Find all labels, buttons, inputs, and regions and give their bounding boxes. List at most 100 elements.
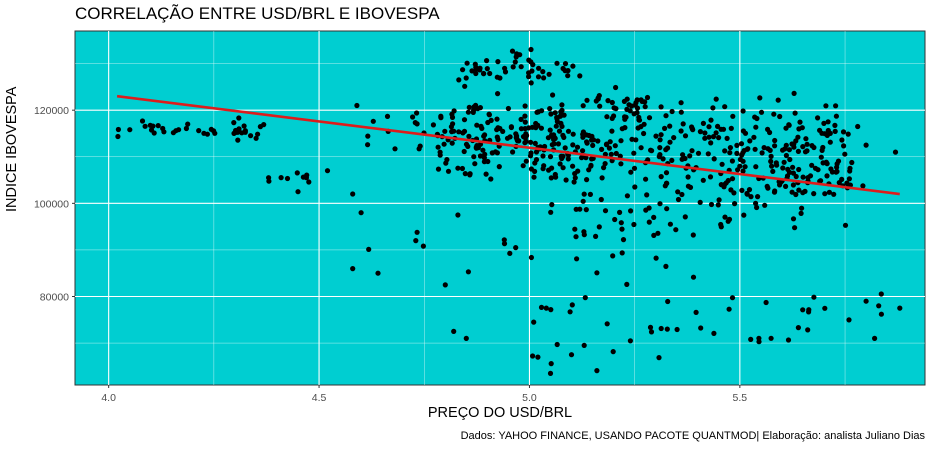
data-point [488,117,494,123]
data-point [438,113,444,119]
data-point [831,191,837,197]
data-point [546,71,552,77]
data-point [634,105,641,111]
data-point [410,114,416,120]
data-point [495,125,501,131]
data-point [528,59,534,65]
data-point [795,134,801,140]
data-point [787,156,793,163]
data-point [538,304,545,310]
data-point [581,232,587,238]
data-point [711,156,717,162]
data-point [765,146,771,152]
data-point [804,148,810,154]
data-point [618,138,624,144]
data-point [463,335,469,341]
data-point [693,309,699,315]
data-point [602,208,609,214]
data-point [662,125,668,131]
data-point [663,113,669,119]
data-point [834,164,840,170]
data-point [488,176,494,182]
data-point [727,150,733,156]
data-point [231,120,237,126]
data-point [548,209,554,215]
data-point [741,148,747,154]
data-point [522,119,528,125]
data-point [466,133,472,139]
data-point [658,174,664,180]
data-point [518,126,525,132]
data-point [719,161,725,167]
data-point [552,171,558,178]
data-point [596,224,602,230]
data-point [484,66,490,72]
data-point [236,115,242,121]
data-point [475,145,481,151]
data-point [450,121,456,127]
data-point [589,137,595,143]
data-point [554,60,560,66]
data-point [768,153,774,159]
data-point [638,124,644,130]
data-point [594,270,600,276]
data-point [590,142,596,148]
data-point [785,337,792,343]
data-point [577,206,583,212]
data-point [384,113,391,119]
data-point [535,122,541,128]
data-point [780,165,786,171]
data-point [791,90,797,96]
data-point [597,103,603,109]
data-point [558,109,564,115]
data-point [729,158,736,164]
data-point [608,151,614,157]
data-point [698,325,704,331]
data-point [644,192,650,198]
data-point [796,166,802,173]
data-point [570,131,576,137]
data-point [682,214,688,220]
data-point [892,149,899,155]
x-axis-label: PREÇO DO USD/BRL [427,405,573,421]
data-point [604,141,610,147]
data-point [753,124,759,130]
data-point [599,146,605,152]
data-point [689,148,695,154]
data-point [742,164,748,170]
data-point [815,115,821,121]
data-point [500,128,506,134]
data-point [612,143,618,149]
data-point [678,100,684,106]
data-point [455,165,461,171]
data-point [669,157,675,163]
data-point [437,152,443,158]
data-point [484,58,490,64]
data-point [586,167,592,173]
data-point [756,335,762,341]
data-point [768,335,774,341]
data-point [664,180,670,186]
data-point [710,134,717,140]
data-point [266,175,272,181]
data-point [324,168,331,174]
data-point [823,103,829,109]
data-point [507,250,513,256]
data-point [610,349,616,355]
trend-line [116,94,900,196]
data-point [284,175,291,182]
x-tick-label: 4.5 [312,392,327,404]
data-point [115,133,121,140]
data-point [800,174,806,180]
data-point [563,177,569,183]
data-point [581,191,587,197]
data-point [746,187,753,193]
data-point [613,106,619,112]
data-point [253,135,259,141]
data-point [471,154,477,160]
data-point [790,216,797,222]
data-point [678,109,684,115]
data-point [584,97,590,103]
data-point [685,174,691,180]
data-point [365,142,371,148]
